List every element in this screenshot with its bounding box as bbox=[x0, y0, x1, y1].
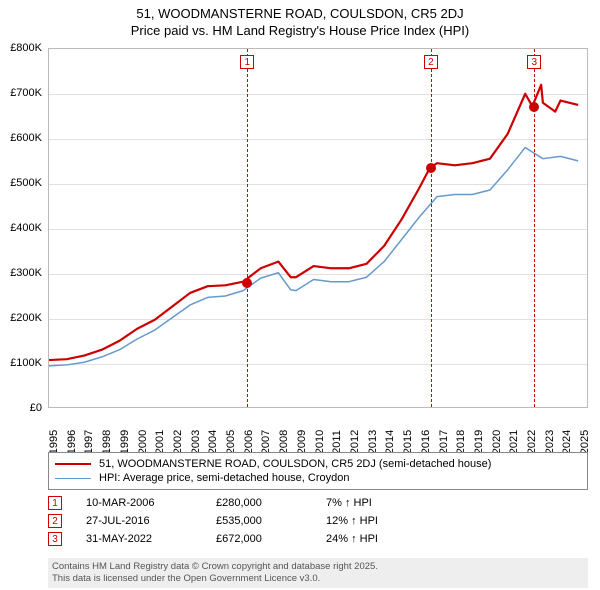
event-hpi-diff: 24% ↑ HPI bbox=[326, 533, 588, 545]
legend-swatch bbox=[55, 478, 91, 479]
x-tick-label: 2013 bbox=[367, 430, 379, 454]
event-marker-number: 1 bbox=[240, 55, 254, 69]
y-tick-label: £0 bbox=[30, 402, 42, 414]
x-tick-label: 1996 bbox=[66, 430, 78, 454]
footer-line1: Contains HM Land Registry data © Crown c… bbox=[52, 561, 584, 573]
y-tick-label: £800K bbox=[10, 42, 42, 54]
x-tick-label: 2003 bbox=[190, 430, 202, 454]
event-price: £280,000 bbox=[216, 497, 326, 509]
series-property bbox=[49, 85, 578, 360]
x-tick-label: 2004 bbox=[207, 430, 219, 454]
subtitle: Price paid vs. HM Land Registry's House … bbox=[0, 23, 600, 38]
line-chart-svg bbox=[49, 49, 587, 407]
x-tick-label: 2001 bbox=[154, 430, 166, 454]
x-tick-label: 1995 bbox=[48, 430, 60, 454]
x-tick-label: 2002 bbox=[172, 430, 184, 454]
legend: 51, WOODMANSTERNE ROAD, COULSDON, CR5 2D… bbox=[48, 452, 588, 490]
event-datapoint bbox=[242, 278, 252, 288]
x-tick-label: 2021 bbox=[508, 430, 520, 454]
legend-label: 51, WOODMANSTERNE ROAD, COULSDON, CR5 2D… bbox=[99, 458, 491, 470]
x-tick-label: 2005 bbox=[225, 430, 237, 454]
x-tick-label: 2012 bbox=[349, 430, 361, 454]
x-tick-label: 2010 bbox=[314, 430, 326, 454]
x-tick-label: 2006 bbox=[243, 430, 255, 454]
x-tick-label: 1998 bbox=[101, 430, 113, 454]
plot-area: 1 2 3 bbox=[48, 48, 588, 408]
chart-container: 51, WOODMANSTERNE ROAD, COULSDON, CR5 2D… bbox=[0, 0, 600, 590]
y-tick-label: £600K bbox=[10, 132, 42, 144]
event-marker-line bbox=[247, 49, 248, 407]
y-tick-label: £500K bbox=[10, 177, 42, 189]
x-tick-label: 2014 bbox=[384, 430, 396, 454]
x-tick-label: 2019 bbox=[473, 430, 485, 454]
event-marker-number: 2 bbox=[424, 55, 438, 69]
series-hpi bbox=[49, 147, 578, 365]
x-tick-label: 2018 bbox=[455, 430, 467, 454]
event-number-box: 3 bbox=[48, 532, 62, 546]
event-hpi-diff: 7% ↑ HPI bbox=[326, 497, 588, 509]
x-tick-label: 2009 bbox=[296, 430, 308, 454]
x-tick-label: 2015 bbox=[402, 430, 414, 454]
x-tick-label: 2022 bbox=[526, 430, 538, 454]
legend-swatch bbox=[55, 463, 91, 465]
event-number-box: 1 bbox=[48, 496, 62, 510]
x-tick-label: 2011 bbox=[331, 430, 343, 454]
footer-attribution: Contains HM Land Registry data © Crown c… bbox=[48, 558, 588, 588]
event-date: 10-MAR-2006 bbox=[86, 497, 216, 509]
x-tick-label: 2007 bbox=[260, 430, 272, 454]
title-block: 51, WOODMANSTERNE ROAD, COULSDON, CR5 2D… bbox=[0, 0, 600, 38]
event-row: 1 10-MAR-2006£280,0007% ↑ HPI bbox=[48, 494, 588, 512]
footer-line2: This data is licensed under the Open Gov… bbox=[52, 573, 584, 585]
y-tick-label: £200K bbox=[10, 312, 42, 324]
y-tick-label: £400K bbox=[10, 222, 42, 234]
x-tick-label: 2016 bbox=[420, 430, 432, 454]
event-hpi-diff: 12% ↑ HPI bbox=[326, 515, 588, 527]
x-tick-label: 2023 bbox=[544, 430, 556, 454]
event-marker-line bbox=[431, 49, 432, 407]
y-tick-label: £700K bbox=[10, 87, 42, 99]
event-date: 27-JUL-2016 bbox=[86, 515, 216, 527]
legend-row: 51, WOODMANSTERNE ROAD, COULSDON, CR5 2D… bbox=[55, 457, 581, 471]
event-datapoint bbox=[529, 102, 539, 112]
x-axis: 1995 1996 1997 1998 1999 2000 2001 2002 2003 2004… bbox=[48, 412, 588, 452]
y-tick-label: £300K bbox=[10, 267, 42, 279]
event-date: 31-MAY-2022 bbox=[86, 533, 216, 545]
y-axis: £0£100K£200K£300K£400K£500K£600K£700K£80… bbox=[0, 48, 44, 408]
x-tick-label: 2017 bbox=[438, 430, 450, 454]
event-row: 3 31-MAY-2022£672,00024% ↑ HPI bbox=[48, 530, 588, 548]
legend-row: HPI: Average price, semi-detached house,… bbox=[55, 471, 581, 485]
x-tick-label: 2025 bbox=[579, 430, 591, 454]
x-tick-label: 2024 bbox=[561, 430, 573, 454]
address-title: 51, WOODMANSTERNE ROAD, COULSDON, CR5 2D… bbox=[0, 6, 600, 21]
y-tick-label: £100K bbox=[10, 357, 42, 369]
x-tick-label: 1997 bbox=[83, 430, 95, 454]
event-marker-number: 3 bbox=[527, 55, 541, 69]
x-tick-label: 2008 bbox=[278, 430, 290, 454]
event-row: 2 27-JUL-2016£535,00012% ↑ HPI bbox=[48, 512, 588, 530]
event-price: £672,000 bbox=[216, 533, 326, 545]
x-tick-label: 2020 bbox=[491, 430, 503, 454]
x-tick-label: 2000 bbox=[137, 430, 149, 454]
event-price: £535,000 bbox=[216, 515, 326, 527]
event-number-box: 2 bbox=[48, 514, 62, 528]
legend-label: HPI: Average price, semi-detached house,… bbox=[99, 472, 350, 484]
events-table: 1 10-MAR-2006£280,0007% ↑ HPI 2 27-JUL-2016… bbox=[48, 494, 588, 548]
x-tick-label: 1999 bbox=[119, 430, 131, 454]
event-datapoint bbox=[426, 163, 436, 173]
